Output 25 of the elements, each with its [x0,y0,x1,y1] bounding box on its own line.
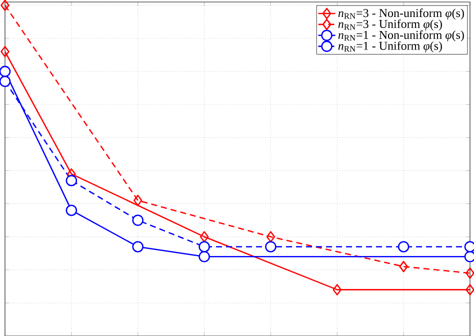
point [132,214,144,226]
point [0,66,11,78]
point [466,268,474,279]
point [198,241,210,252]
point [265,241,276,252]
point [66,174,78,186]
legend-label: n$_{RN}$=3 - Non-uniform φ(s) [338,8,464,20]
point [132,241,144,252]
point [398,241,410,252]
point [464,241,474,252]
point [133,194,142,206]
legend-label: n$_{RN}$=1 - Uniform φ(s) [338,41,442,52]
legend-label: n$_{RN}$=3 - Uniform φ(s) [338,19,442,30]
point [198,250,210,262]
point [399,260,408,272]
point [200,231,209,242]
point [0,0,10,11]
legend-label: n$_{RN}$=1 - Non-uniform φ(s) [338,30,464,42]
point [332,284,342,296]
point [466,284,474,296]
point [66,204,78,216]
point [266,231,276,242]
point [0,46,10,58]
point [464,250,474,262]
point [0,76,11,88]
